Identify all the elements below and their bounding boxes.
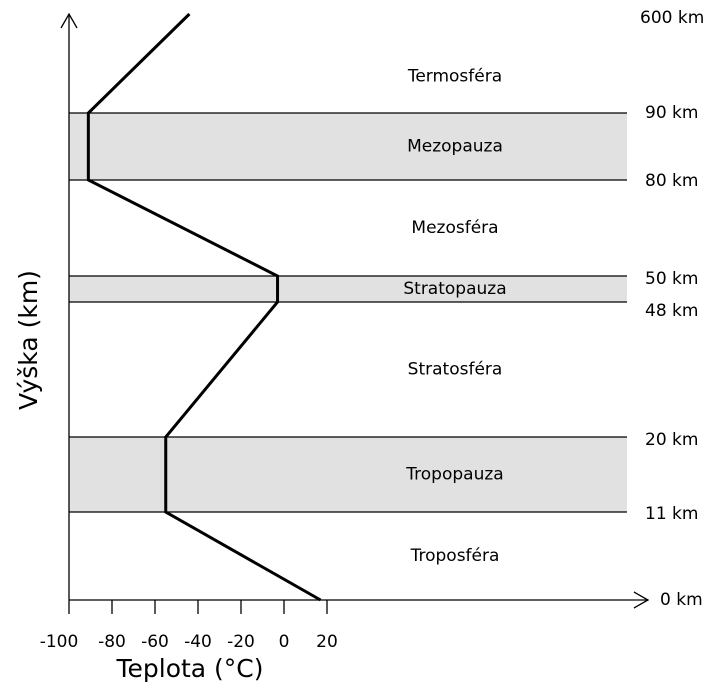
- y-tick-label: 600 km: [640, 8, 704, 28]
- x-tick-label: -80: [98, 632, 126, 652]
- band-label: Stratosféra: [408, 360, 503, 380]
- y-axis-title: Výška (km): [14, 270, 43, 410]
- y-tick-label: 0 km: [660, 590, 703, 610]
- y-tick-label: 50 km: [645, 269, 698, 289]
- x-tick-label: -60: [141, 632, 169, 652]
- band-label: Troposféra: [410, 546, 500, 566]
- y-tick-label: 90 km: [645, 103, 698, 123]
- x-tick-label: -100: [40, 632, 79, 652]
- x-tick-label: -20: [227, 632, 255, 652]
- x-axis-title: Teplota (°C): [115, 654, 263, 683]
- temperature-line: [86, 12, 322, 602]
- band: [69, 113, 627, 180]
- band-label: Mezopauza: [407, 137, 503, 157]
- y-tick-label: 11 km: [645, 504, 698, 524]
- y-tick-label: 48 km: [645, 301, 698, 321]
- band: [69, 276, 627, 302]
- band-label: Mezosféra: [411, 218, 498, 238]
- x-axis-arrow: [633, 591, 650, 609]
- x-tick-label: 20: [316, 632, 338, 652]
- band-label: Stratopauza: [403, 279, 506, 299]
- band: [69, 437, 627, 512]
- band-label: Termosféra: [407, 67, 502, 87]
- band-label: Tropopauza: [405, 465, 503, 485]
- x-tick-label: 0: [279, 632, 290, 652]
- x-tick-label: -40: [184, 632, 212, 652]
- y-tick-label: 20 km: [645, 430, 698, 450]
- y-axis-arrow: [60, 12, 78, 29]
- y-tick-label: 80 km: [645, 171, 698, 191]
